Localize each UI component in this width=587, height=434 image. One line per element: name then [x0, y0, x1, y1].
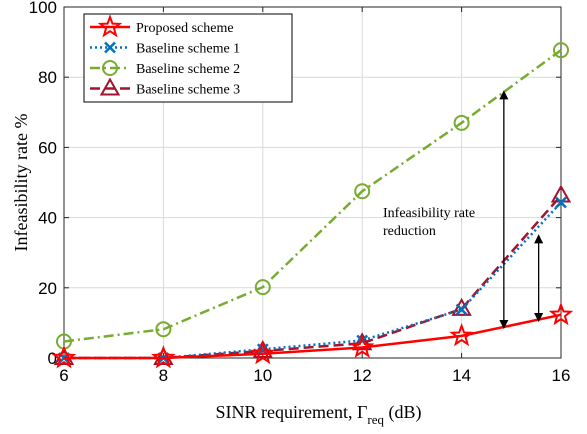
x-tick-label: 6 [59, 366, 68, 385]
data-point [254, 279, 271, 296]
legend-marker [99, 77, 121, 96]
legend-marker [97, 14, 123, 38]
legend-label: Baseline scheme 2 [136, 62, 240, 77]
y-tick-label: 100 [29, 0, 57, 17]
data-point [354, 183, 371, 200]
series-layer [51, 42, 574, 369]
data-point [548, 301, 574, 326]
axis-labels: SINR requirement, Γreq (dB) Infeasibility… [11, 114, 421, 427]
data-point [250, 340, 276, 365]
series-line [63, 49, 562, 343]
data-point [453, 114, 470, 131]
series-line [64, 313, 562, 360]
legend-label: Proposed scheme [136, 21, 234, 36]
legend-entry: Baseline scheme 2 [90, 60, 240, 77]
series-3 [56, 42, 569, 350]
data-point [351, 332, 373, 351]
legend: Proposed scheme Baseline scheme 1 Baseline… [83, 13, 293, 103]
data-point [153, 346, 174, 365]
legend-label: Baseline scheme 1 [136, 42, 240, 57]
legend-entry: Baseline scheme 1 [90, 42, 240, 57]
legend-marker [104, 41, 116, 54]
x-tick-label: 8 [159, 366, 168, 385]
legend-box [83, 13, 293, 103]
data-point [155, 321, 172, 338]
x-tick-label: 12 [353, 366, 372, 385]
data-point [449, 323, 474, 347]
legend-label: Baseline scheme 3 [136, 83, 240, 98]
y-tick-label: 80 [38, 68, 57, 87]
x-tick-label: 10 [253, 366, 272, 385]
annotation-text: reduction [383, 224, 436, 239]
x-tick-label: 14 [452, 366, 471, 385]
x-axis-label: SINR requirement, Γreq (dB) [216, 402, 422, 427]
data-point [555, 196, 567, 209]
y-tick-label: 20 [38, 279, 57, 298]
annotation: Infeasibility rate reduction [383, 90, 544, 330]
legend-marker [102, 60, 118, 76]
y-tick-label: 40 [38, 209, 57, 228]
series-1 [51, 301, 574, 369]
data-point [151, 345, 176, 369]
data-point [53, 346, 75, 365]
annotation-text: Infeasibility rate [383, 206, 475, 221]
y-tick-label: 60 [38, 138, 57, 157]
legend-entry: Baseline scheme 3 [90, 77, 240, 98]
axes-box [63, 6, 562, 359]
data-point [349, 334, 375, 358]
y-tick-label: 0 [48, 349, 57, 368]
data-point [51, 345, 77, 369]
data-point [455, 303, 468, 316]
legend-entry: Proposed scheme [90, 14, 234, 38]
y-axis-label: Infeasibility rate % [11, 114, 31, 252]
data-point [451, 297, 472, 316]
axes: 6 8 10 12 14 16 0 20 40 60 80 100 [29, 0, 571, 385]
x-tick-label: 16 [552, 366, 571, 385]
data-point [553, 42, 569, 59]
